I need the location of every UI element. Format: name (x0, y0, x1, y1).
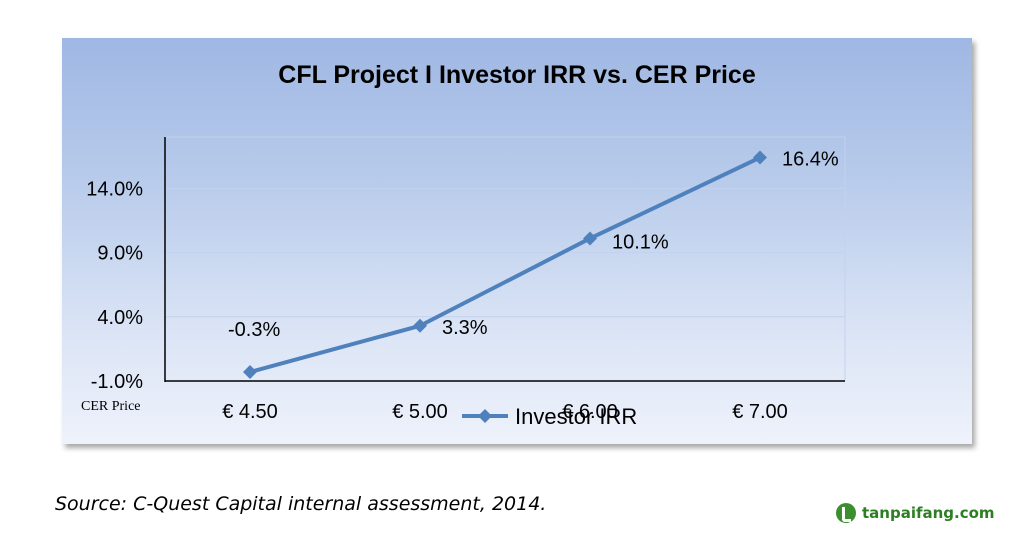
line-chart: CFL Project I Investor IRR vs. CER Price… (81, 61, 846, 429)
chart-title: CFL Project I Investor IRR vs. CER Price (278, 61, 756, 89)
x-axis-title: CER Price (81, 399, 141, 414)
legend-label: Investor IRR (515, 404, 637, 429)
data-labels: -0.3% 3.3% 10.1% 16.4% (228, 149, 839, 341)
chart-frame: CFL Project I Investor IRR vs. CER Price… (62, 38, 972, 444)
site-logo: tanpaifang.com (836, 500, 995, 526)
data-point-marker (583, 231, 597, 246)
data-label: 16.4% (782, 149, 839, 171)
data-label: -0.3% (228, 319, 280, 341)
y-tick-labels: -1.0% 4.0% 9.0% 14.0% (86, 178, 143, 393)
series-line (249, 155, 761, 374)
data-point-marker (243, 365, 257, 380)
x-tick-labels: € 4.50 € 5.00 € 6.00 € 7.00 (222, 401, 788, 423)
y-tick-label: 14.0% (86, 178, 143, 200)
x-tick-label: € 4.50 (222, 401, 278, 423)
x-tick-label: € 5.00 (392, 401, 448, 423)
data-point-marker (413, 318, 427, 333)
legend-marker (478, 409, 492, 423)
series-investor-irr (243, 150, 767, 380)
logo-text: tanpaifang.com (862, 504, 995, 522)
data-label: 3.3% (442, 317, 488, 339)
x-tick-label: € 7.00 (732, 401, 788, 423)
data-point-marker (753, 150, 767, 165)
y-tick-label: -1.0% (91, 371, 143, 393)
y-tick-label: 9.0% (97, 243, 143, 265)
data-label: 10.1% (612, 231, 669, 253)
legend: Investor IRR (462, 404, 637, 429)
logo-icon (836, 503, 856, 523)
y-tick-label: 4.0% (97, 307, 143, 329)
x-tick-label: € 6.00 (562, 401, 618, 423)
source-note: Source: C-Quest Capital internal assessm… (55, 493, 547, 515)
gridlines (165, 136, 846, 381)
